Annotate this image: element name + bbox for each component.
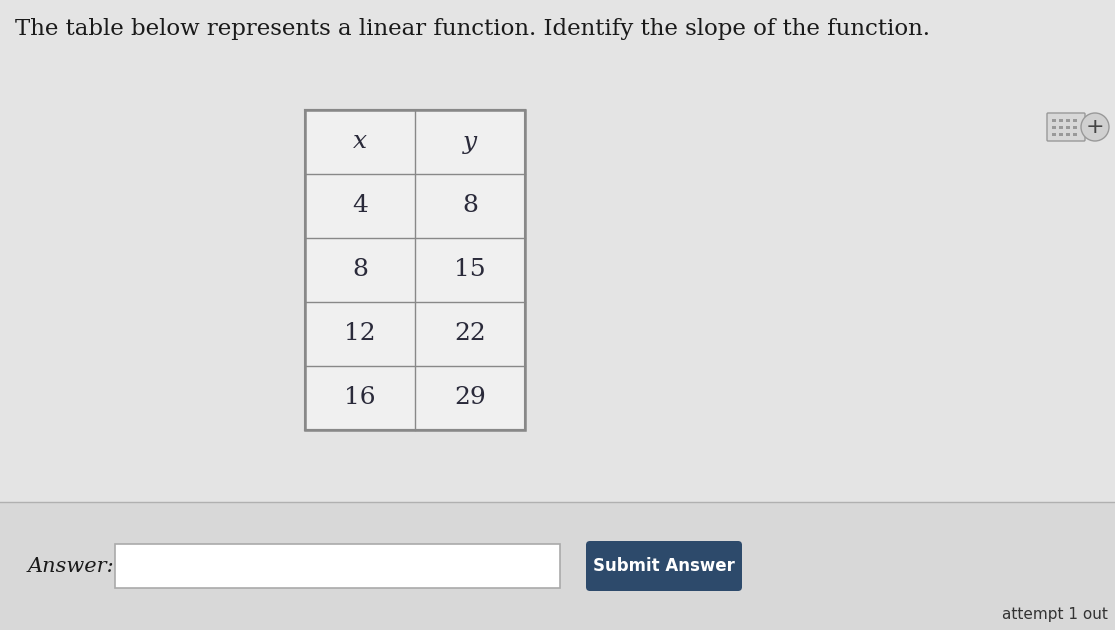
Bar xyxy=(1066,119,1070,122)
Bar xyxy=(1059,126,1063,129)
Text: 15: 15 xyxy=(454,258,486,282)
Bar xyxy=(1066,126,1070,129)
Bar xyxy=(1051,119,1056,122)
Text: attempt 1 out: attempt 1 out xyxy=(1002,607,1108,622)
Bar xyxy=(1051,133,1056,136)
FancyBboxPatch shape xyxy=(586,541,741,591)
Text: 8: 8 xyxy=(462,195,478,217)
Text: x: x xyxy=(353,130,367,154)
Bar xyxy=(0,502,1115,630)
Text: 22: 22 xyxy=(454,323,486,345)
Bar xyxy=(1073,126,1077,129)
Text: 16: 16 xyxy=(345,386,376,410)
Bar xyxy=(1066,133,1070,136)
Text: +: + xyxy=(1086,117,1104,137)
Text: 29: 29 xyxy=(454,386,486,410)
Bar xyxy=(1073,133,1077,136)
Bar xyxy=(1059,119,1063,122)
Text: Submit Answer: Submit Answer xyxy=(593,557,735,575)
Bar xyxy=(0,0,1115,502)
Bar xyxy=(1073,119,1077,122)
Text: 8: 8 xyxy=(352,258,368,282)
Bar xyxy=(306,110,525,430)
Text: y: y xyxy=(463,130,477,154)
Text: 12: 12 xyxy=(345,323,376,345)
Text: Answer:: Answer: xyxy=(28,556,115,575)
Text: The table below represents a linear function. Identify the slope of the function: The table below represents a linear func… xyxy=(14,18,930,40)
Text: 4: 4 xyxy=(352,195,368,217)
Circle shape xyxy=(1082,113,1109,141)
Bar xyxy=(1051,126,1056,129)
Bar xyxy=(306,110,525,430)
Bar xyxy=(1059,133,1063,136)
FancyBboxPatch shape xyxy=(1047,113,1085,141)
Bar xyxy=(115,544,560,588)
